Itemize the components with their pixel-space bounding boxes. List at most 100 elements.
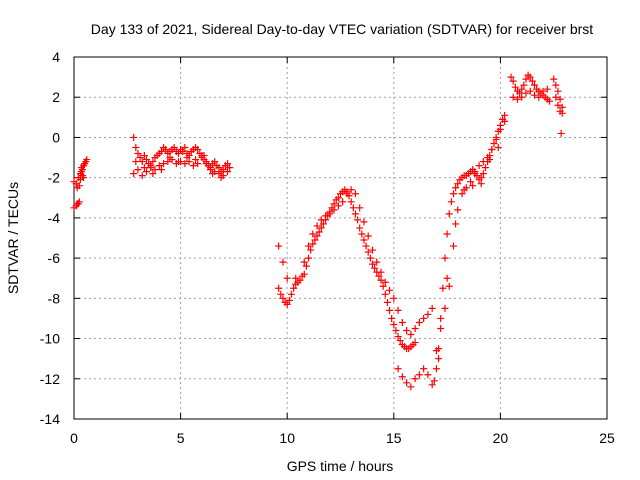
data-point [315,228,323,236]
data-point [557,129,565,137]
data-point [219,166,227,174]
data-point [432,365,440,373]
data-point [136,154,144,162]
data-point [507,73,515,81]
data-point [420,365,428,373]
data-point [449,242,457,250]
data-point [330,200,338,208]
data-point [394,365,402,373]
data-point [477,180,485,188]
data-point [411,325,419,332]
data-point [437,314,445,322]
data-point [475,162,483,170]
data-point [277,290,285,298]
data-point [543,85,551,93]
data-point [379,282,387,290]
data-point [388,314,396,322]
y-axis-label: SDTVAR / TECUs [5,182,21,294]
data-point [447,198,455,206]
data-point [181,144,189,151]
data-point [441,304,449,312]
data-point [522,89,530,97]
data-point [142,168,150,176]
data-point [170,144,178,151]
data-point [130,133,138,141]
data-point [531,81,539,89]
data-point [545,97,553,105]
x-axis-label: GPS time / hours [287,458,394,474]
data-point [174,150,182,158]
data-point [151,166,159,174]
data-point [509,93,517,101]
data-point [317,224,325,232]
x-tick-label: 15 [386,430,402,446]
data-point [224,160,232,168]
data-point [319,220,327,228]
data-point [183,154,191,162]
data-point [185,158,193,166]
data-point [535,93,543,101]
data-point [192,156,200,164]
data-point [194,146,202,154]
series-evening-ridge [432,117,509,363]
data-point [194,160,202,168]
data-point [449,190,457,198]
data-point [377,268,385,276]
data-point [347,198,355,206]
data-point [552,81,560,89]
data-point [343,190,351,198]
data-point [134,166,142,174]
data-point [513,95,521,103]
data-point [360,218,368,226]
data-point [490,139,498,147]
data-point [206,166,214,174]
data-point [522,75,530,83]
data-point [494,144,502,151]
x-tick-label: 10 [279,430,295,446]
data-point [317,216,325,224]
data-point [215,170,223,178]
data-point [460,186,468,194]
data-point [452,184,460,192]
data-point [390,320,398,328]
y-tick-label: 4 [52,49,60,65]
data-point [202,160,210,168]
data-point [383,298,391,306]
data-point [558,103,566,111]
data-point [209,170,217,178]
data-point [454,180,462,188]
data-point [501,117,509,125]
data-point [83,156,91,164]
data-point [496,125,504,133]
data-point [147,164,155,172]
y-tick-label: 0 [52,129,60,145]
data-point [166,154,174,162]
data-point [305,254,313,262]
data-point [441,254,449,262]
data-point [160,160,168,168]
data-point [467,178,475,186]
series-afternoon-upper [275,186,436,339]
data-point [179,148,187,156]
data-point [305,242,313,250]
data-point [398,318,406,326]
data-point [142,156,150,164]
data-point [375,272,383,280]
data-point [283,274,291,282]
data-point [368,246,376,254]
x-tick-label: 0 [70,430,78,446]
data-point [558,109,566,117]
data-point [364,248,372,256]
axis-ticks: 0 5 10 15 20 25 -14 -12 -10 -8 -6 -4 -2 0 2 4 [40,49,615,446]
data-point [351,190,359,198]
data-point [155,162,163,170]
data-point [458,190,466,198]
data-point [488,146,496,154]
data-point [174,158,182,166]
data-point [520,81,528,89]
data-point [554,101,562,109]
data-point [189,162,197,170]
data-point [435,355,443,363]
data-point [211,158,219,166]
data-point [386,286,394,294]
